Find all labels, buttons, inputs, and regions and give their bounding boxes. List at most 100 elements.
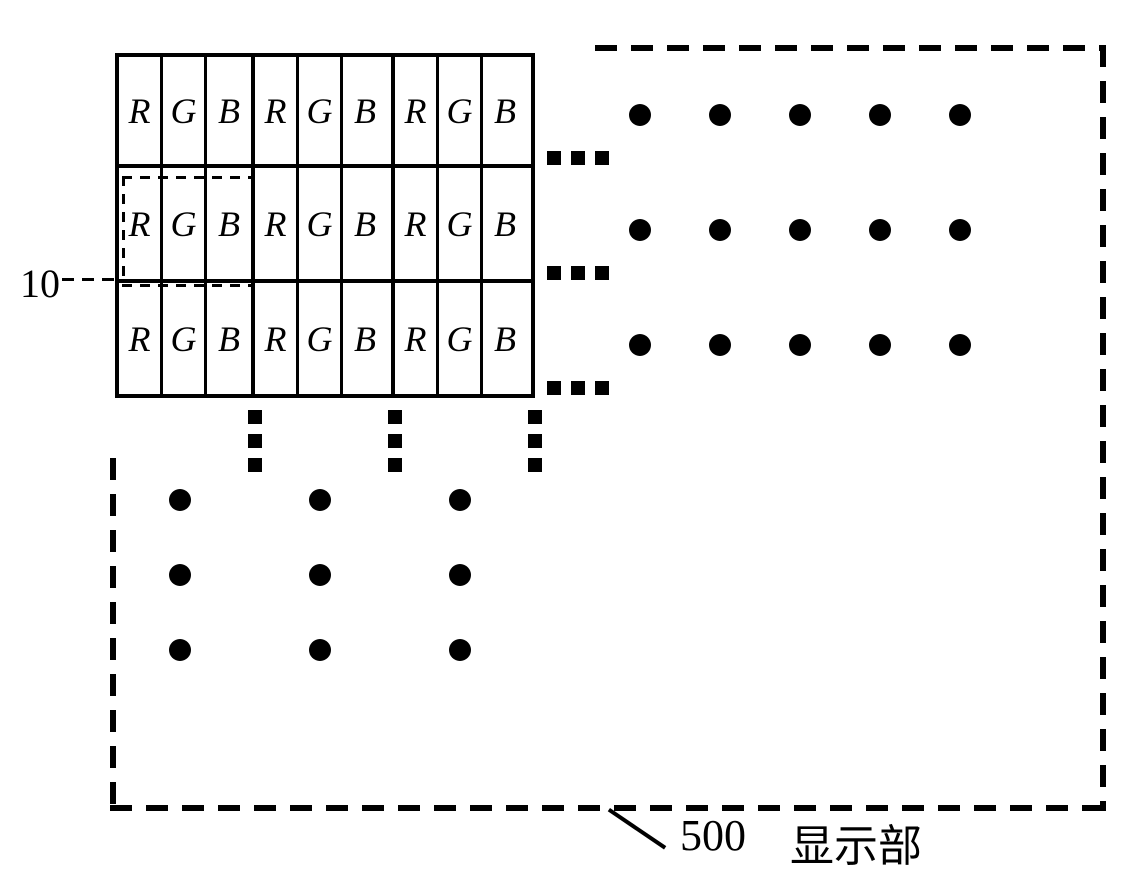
reference-500-text: 显示部 (790, 810, 922, 874)
subpixel-r: R (255, 283, 299, 394)
frame-dash (1100, 765, 1106, 787)
reference-10-leader (102, 278, 114, 281)
frame-dash (290, 805, 312, 811)
continuation-dot (629, 219, 651, 241)
subpixel-g: G (299, 57, 343, 164)
continuation-dot (449, 489, 471, 511)
continuation-dot (709, 219, 731, 241)
frame-dash (110, 494, 116, 516)
reference-10-selection (252, 176, 255, 186)
subpixel-g: G (439, 283, 483, 394)
subpixel-b: B (207, 283, 251, 394)
frame-dash (739, 45, 761, 51)
reference-10-selection (122, 212, 125, 222)
frame-dash (1046, 805, 1068, 811)
frame-dash (1100, 693, 1106, 715)
col-continuation (248, 410, 262, 472)
subpixel-b: B (207, 168, 251, 279)
reference-10-selection (252, 248, 255, 258)
frame-dash (110, 805, 132, 811)
frame-dash (182, 805, 204, 811)
continuation-dot (949, 334, 971, 356)
pixel: RGB (115, 53, 255, 168)
frame-dash (398, 805, 420, 811)
subpixel-r: R (395, 168, 439, 279)
pixel: RGB (395, 53, 535, 168)
frame-dash (110, 710, 116, 732)
subpixel-b: B (483, 283, 527, 394)
subpixel-g: G (299, 168, 343, 279)
subpixel-b: B (207, 57, 251, 164)
reference-10-selection (252, 230, 255, 240)
subpixel-g: G (163, 168, 207, 279)
frame-dash (1100, 549, 1106, 571)
frame-dash (883, 45, 905, 51)
frame-dash (1100, 405, 1106, 427)
continuation-dot (629, 334, 651, 356)
frame-dash (1100, 657, 1106, 679)
col-continuation (528, 410, 542, 472)
reference-10-selection (140, 176, 150, 179)
reference-10-selection (194, 176, 204, 179)
subpixel-g: G (163, 57, 207, 164)
reference-10-selection (140, 284, 150, 287)
pixel-row: RGBRGBRGB (115, 283, 535, 398)
row-continuation (547, 381, 609, 395)
subpixel-r: R (119, 57, 163, 164)
subpixel-b: B (483, 57, 527, 164)
subpixel-b: B (483, 168, 527, 279)
frame-dash (1100, 261, 1106, 283)
frame-dash (1027, 45, 1049, 51)
reference-10-selection (248, 284, 252, 287)
frame-dash (110, 458, 116, 480)
subpixel-r: R (395, 57, 439, 164)
col-continuation (388, 410, 402, 472)
frame-dash (254, 805, 276, 811)
frame-dash (1082, 805, 1100, 811)
frame-dash (974, 805, 996, 811)
row-continuation (547, 266, 609, 280)
pixel: RGB (255, 168, 395, 283)
pixel: RGB (115, 168, 255, 283)
frame-dash (1100, 621, 1106, 643)
frame-dash (595, 45, 617, 51)
continuation-dot (949, 104, 971, 126)
frame-dash (1100, 513, 1106, 535)
frame-dash (614, 805, 636, 811)
frame-dash (578, 805, 600, 811)
frame-dash (326, 805, 348, 811)
reference-500-number: 500 (680, 810, 746, 861)
frame-dash (1063, 45, 1085, 51)
pixel-row: RGBRGBRGB (115, 168, 535, 283)
reference-10-label: 10 (20, 260, 60, 307)
frame-dash (1100, 117, 1106, 139)
frame-dash (362, 805, 384, 811)
subpixel-r: R (119, 168, 163, 279)
subpixel-g: G (439, 57, 483, 164)
frame-dash (1100, 585, 1106, 607)
pixel-row: RGBRGBRGB (115, 53, 535, 168)
reference-10-selection (122, 248, 125, 258)
frame-dash (758, 805, 780, 811)
reference-10-selection (158, 284, 168, 287)
reference-10-selection (176, 284, 186, 287)
frame-dash (1100, 801, 1106, 811)
reference-10-selection (122, 194, 125, 204)
pixel-grid: RGBRGBRGBRGBRGBRGBRGBRGBRGB (115, 53, 535, 398)
frame-dash (1100, 369, 1106, 391)
continuation-dot (709, 334, 731, 356)
continuation-dot (169, 639, 191, 661)
continuation-dot (169, 564, 191, 586)
reference-10-selection (230, 284, 240, 287)
frame-dash (1100, 729, 1106, 751)
frame-dash (1100, 477, 1106, 499)
frame-dash (1100, 153, 1106, 175)
pixel: RGB (255, 283, 395, 398)
reference-10-selection (194, 284, 204, 287)
subpixel-r: R (119, 283, 163, 394)
frame-dash (1100, 81, 1106, 103)
frame-dash (110, 674, 116, 696)
frame-dash (110, 782, 116, 804)
subpixel-b: B (343, 57, 387, 164)
subpixel-g: G (439, 168, 483, 279)
